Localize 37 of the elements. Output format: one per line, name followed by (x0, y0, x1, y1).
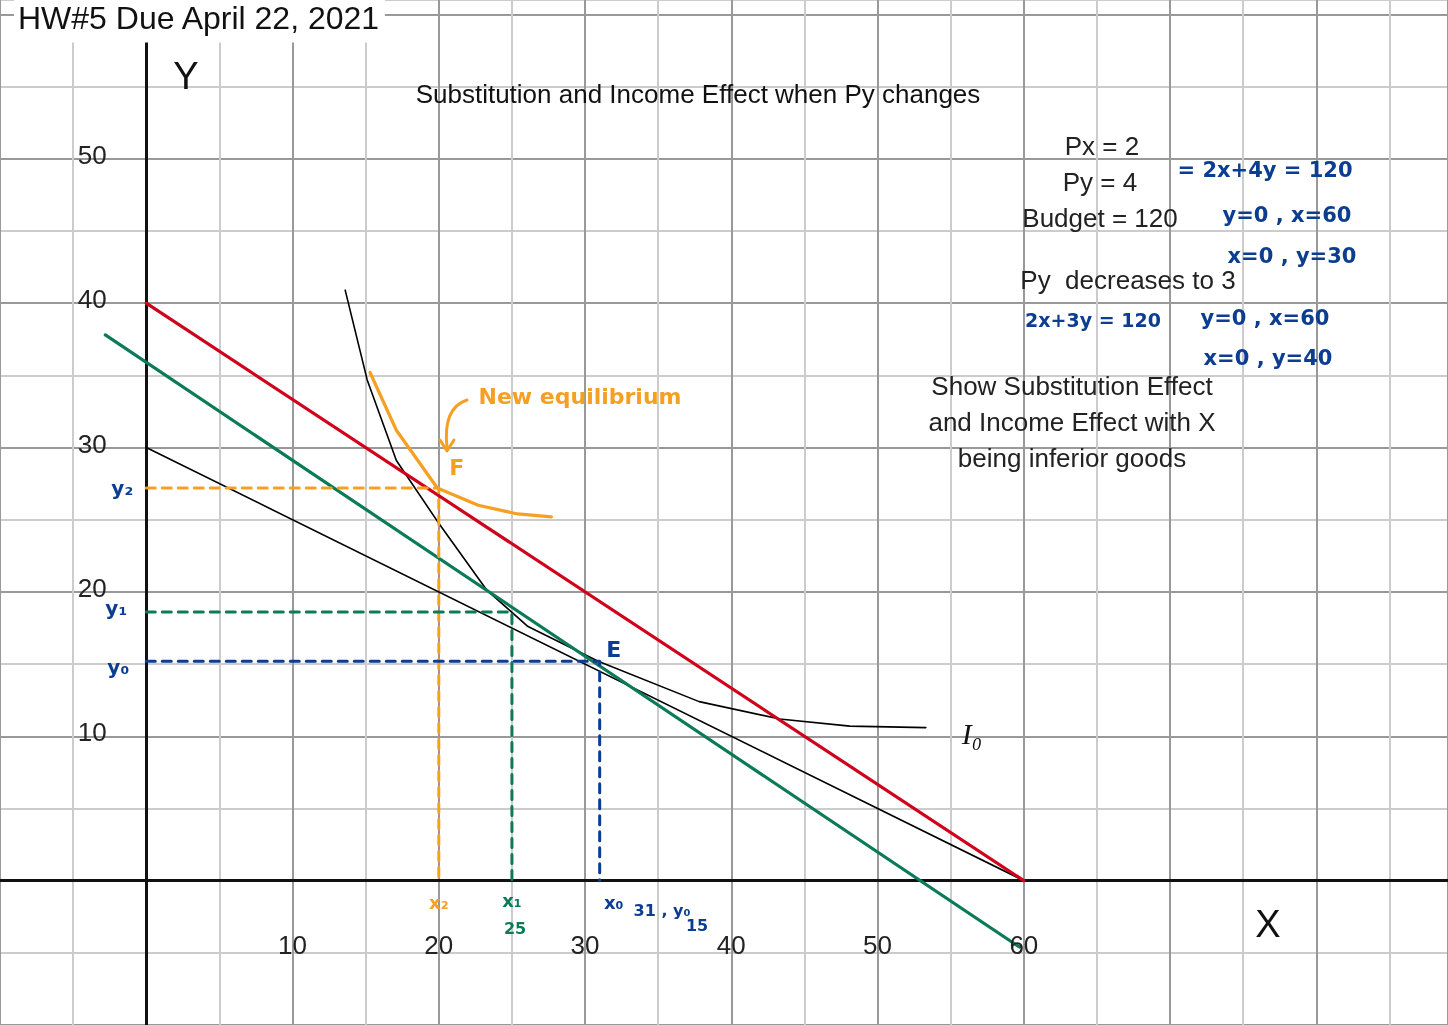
annotation: x₀ (603, 892, 624, 914)
x-tick-label: 40 (716, 929, 746, 960)
y-tick-label: 50 (77, 139, 107, 170)
y-tick-label: 30 (77, 428, 107, 459)
annotation: Py = 4 (1062, 167, 1138, 197)
annotation: y=0 , x=60 (1200, 306, 1330, 330)
y-tick-label: 40 (77, 284, 107, 315)
x-axis-title: X (1255, 903, 1281, 945)
y-axis-title: Y (173, 55, 199, 97)
x-tick-label: 60 (1009, 929, 1039, 960)
annotation: = 2x+4y = 120 (1177, 158, 1353, 182)
annotation: x₂ (429, 892, 449, 914)
x-tick-label: 10 (278, 929, 307, 960)
x-tick-label: 20 (424, 929, 454, 960)
annotation: Budget = 120 (1022, 203, 1178, 233)
y-tick-label: 20 (77, 572, 107, 603)
x-tick-label: 50 (863, 929, 893, 960)
annotation: x=0 , y=30 (1227, 244, 1357, 268)
annotation: I₀ (960, 716, 983, 750)
annotation: 25 (503, 918, 527, 938)
text: Substitution and Income Effect when Py changes (415, 79, 981, 109)
annotation: New equilibrium (478, 383, 682, 409)
annotation: Show Substitution Effect and Income Effect with X being inferior goods (928, 371, 1216, 473)
chart-title: HW#5 Due April 22, 2021 (18, 0, 380, 36)
y-tick-label: 10 (77, 717, 107, 748)
annotation: 2x+3y = 120 (1025, 309, 1161, 331)
annotation: y₀ (107, 655, 130, 680)
annotation: y₂ (111, 475, 134, 500)
x-tick-label: 30 (570, 929, 600, 960)
annotation: F (449, 455, 465, 481)
annotation: x=0 , y=40 (1203, 346, 1333, 370)
annotation: Px = 2 (1064, 131, 1140, 161)
annotation: E (606, 636, 622, 662)
annotation: x₁ (502, 890, 522, 912)
annotation: Py decreases to 3 (1020, 265, 1236, 295)
annotation: y₁ (105, 596, 128, 621)
annotation: y=0 , x=60 (1222, 203, 1352, 227)
